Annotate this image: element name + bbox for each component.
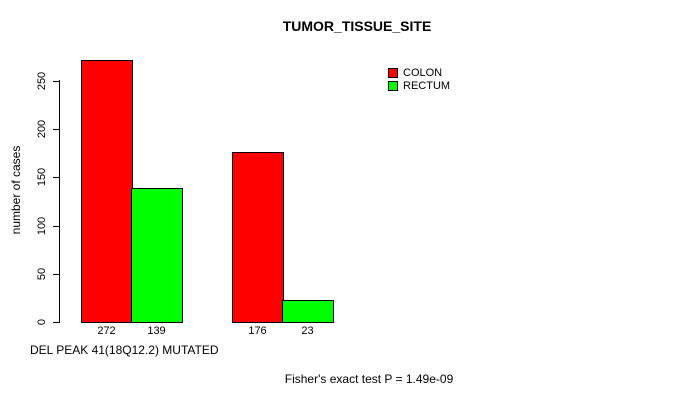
legend-item-colon: COLON [388, 66, 450, 79]
bar-value-label: 139 [147, 325, 166, 337]
legend-label: COLON [403, 66, 443, 79]
legend-swatch-icon [388, 67, 398, 78]
y-axis-label: number of cases [9, 145, 23, 235]
y-axis-tick [53, 226, 60, 227]
bar-colon-group1 [81, 60, 133, 323]
legend-item-rectum: RECTUM [388, 79, 450, 92]
bar-rectum-group1 [131, 188, 183, 323]
y-axis-tick-label: 100 [36, 216, 48, 236]
bar-value-label: 176 [248, 325, 267, 337]
y-axis-tick [53, 322, 60, 323]
bar-colon-group2 [232, 152, 284, 323]
legend-label: RECTUM [403, 79, 451, 92]
y-axis-tick [53, 177, 60, 178]
y-axis-tick-label: 150 [36, 167, 48, 187]
y-axis-tick-label: 0 [36, 318, 48, 326]
y-axis-tick-label: 250 [36, 71, 48, 91]
bar-rectum-group2 [282, 300, 334, 323]
y-axis-line [59, 80, 60, 323]
y-axis-tick [53, 81, 60, 82]
footnote-pvalue: Fisher's exact test P = 1.49e-09 [284, 372, 454, 386]
x-axis-label: DEL PEAK 41(18Q12.2) MUTATED [30, 343, 219, 357]
y-axis-tick-label: 200 [36, 119, 48, 139]
legend: COLON RECTUM [388, 66, 450, 92]
legend-swatch-icon [388, 80, 398, 91]
bar-value-label: 23 [301, 325, 314, 337]
y-axis-tick-label: 50 [36, 267, 48, 281]
chart-title: TUMOR_TISSUE_SITE [282, 18, 432, 34]
y-axis-tick [53, 129, 60, 130]
y-axis-tick [53, 274, 60, 275]
bar-value-label: 272 [97, 325, 116, 337]
